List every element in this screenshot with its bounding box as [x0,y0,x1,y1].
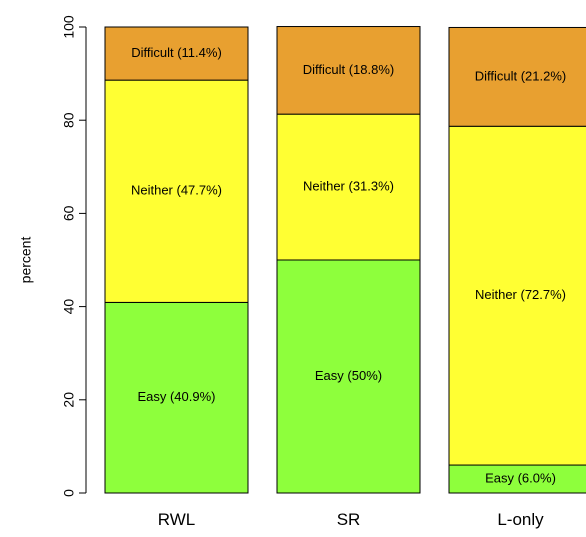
y-tick-label: 60 [61,205,77,221]
y-axis: 0 20 40 60 80 100 [61,15,87,497]
bar-segment-label: Difficult (21.2%) [475,68,567,83]
bars: Easy (40.9%) Neither (47.7%) Difficult (11… [104,26,586,494]
bar-segment-neither-sr [276,113,421,261]
category-labels: RWL SR L-only [158,510,544,529]
bar-segment-label: Easy (6.0%) [485,470,556,485]
bar-segment-neither-rwl [104,79,249,303]
bar-segment-easy-sr [276,259,421,494]
bar-segment-easy-rwl [104,301,249,494]
y-tick-label: 20 [61,392,77,408]
bar-segment-difficult-sr [276,26,421,115]
category-label: L-only [497,510,544,529]
bar-segment-neither-l-only [448,125,586,466]
bar-segment-label: Neither (72.7%) [475,287,566,302]
bar-segment-label: Easy (40.9%) [137,389,215,404]
bar-segment-difficult-l-only [448,26,586,127]
y-tick-label: 80 [61,112,77,128]
bar-segment-label: Neither (31.3%) [303,179,394,194]
bar-segment-label: Easy (50%) [315,368,382,383]
bar-segment-difficult-rwl [104,26,249,81]
category-label: SR [337,510,361,529]
y-axis-title: percent [18,237,34,284]
category-label: RWL [158,510,195,529]
bar-segment-label: Difficult (18.8%) [303,62,395,77]
bar-segment-label: Neither (47.7%) [131,183,222,198]
y-tick-label: 100 [61,15,77,39]
bar-segment-label: Difficult (11.4%) [131,45,222,60]
y-tick-label: 0 [61,489,77,497]
y-tick-label: 40 [61,299,77,315]
